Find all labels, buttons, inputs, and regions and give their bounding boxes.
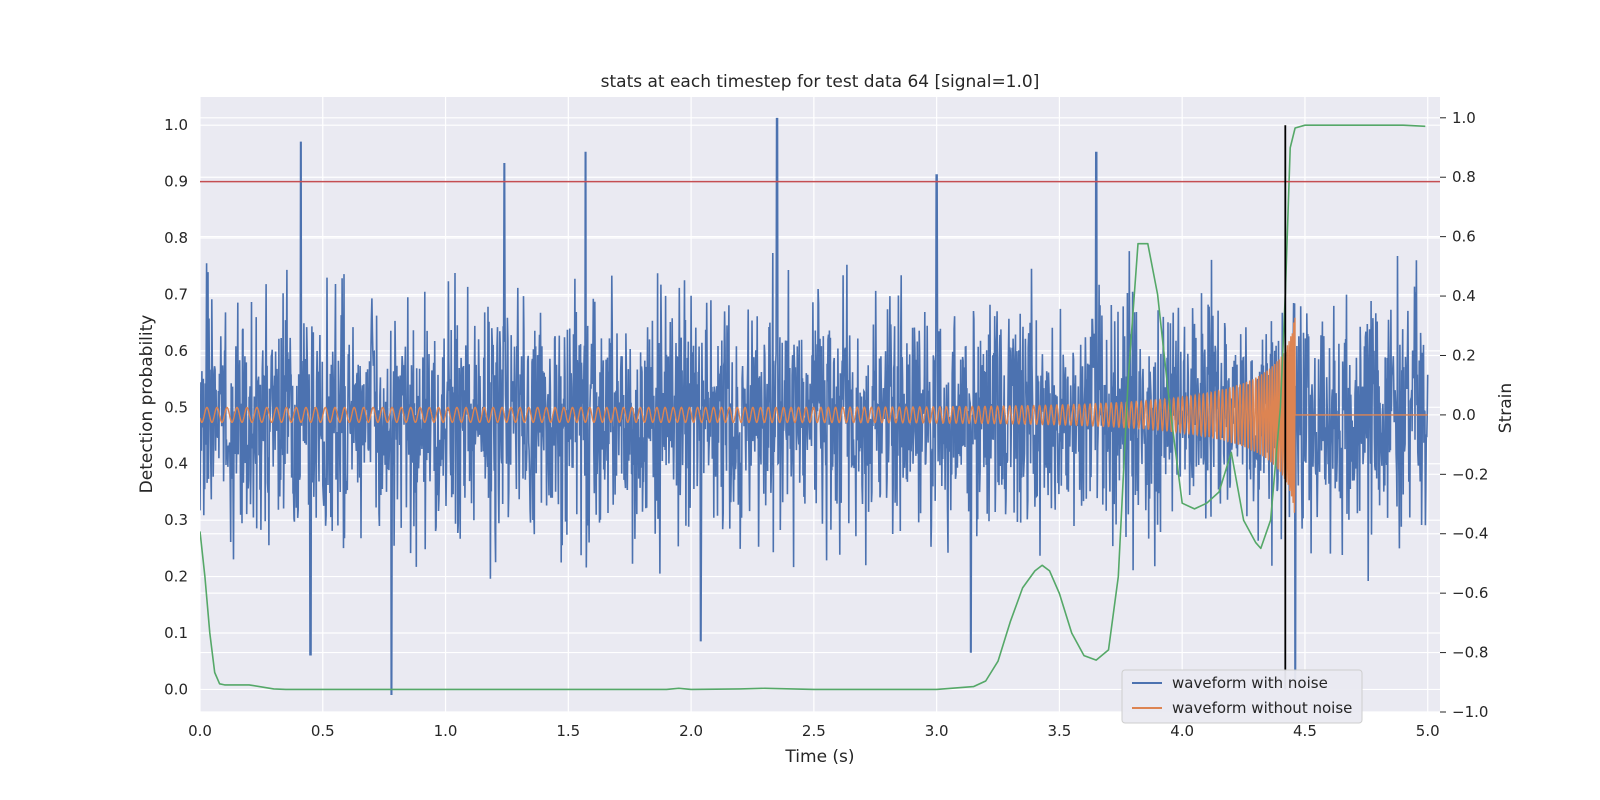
y-tick-label: 0.2: [164, 568, 188, 586]
y-tick-label: 0.0: [164, 680, 188, 698]
y2-axis-label: Strain: [1496, 383, 1516, 433]
y-tick-label: 0.5: [164, 398, 188, 416]
y-tick-label: 0.8: [164, 229, 188, 247]
y-tick-label: 0.4: [164, 455, 188, 473]
x-tick-label: 1.0: [434, 722, 458, 740]
y2-tick-label: −1.0: [1452, 703, 1488, 721]
x-tick-label: 4.0: [1170, 722, 1194, 740]
legend: waveform with noise waveform without noi…: [1121, 669, 1363, 724]
legend-box: [1121, 669, 1363, 724]
y2-tick-label: −0.6: [1452, 584, 1488, 602]
series-layer: [200, 117, 1440, 695]
y-tick-label: 0.6: [164, 342, 188, 360]
x-tick-label: 2.0: [679, 722, 703, 740]
y-tick-label: 0.7: [164, 285, 188, 303]
ticks: 0.0 0.5 1.0 1.5 2.0 2.5 3.0 3.5 4.0 4.5 5.0 0.0 0.1 0…: [164, 109, 1488, 740]
y2-tick-label: 0.8: [1452, 168, 1476, 186]
y2-tick-label: 0.4: [1452, 287, 1476, 305]
x-tick-label: 3.5: [1047, 722, 1071, 740]
x-tick-label: 5.0: [1416, 722, 1440, 740]
y-tick-label: 0.9: [164, 173, 188, 191]
legend-label-noisy: waveform with noise: [1172, 674, 1328, 692]
y-tick-label: 0.1: [164, 624, 188, 642]
y2-tick-label: 0.2: [1452, 346, 1476, 364]
x-tick-label: 3.0: [925, 722, 949, 740]
legend-label-clean: waveform without noise: [1172, 699, 1352, 717]
y2-tick-label: −0.8: [1452, 644, 1488, 662]
y2-tick-label: 0.0: [1452, 406, 1476, 424]
x-tick-label: 1.5: [556, 722, 580, 740]
y-tick-label: 1.0: [164, 116, 188, 134]
y2-tick-label: 0.6: [1452, 228, 1476, 246]
x-tick-label: 2.5: [802, 722, 826, 740]
x-tick-label: 4.5: [1293, 722, 1317, 740]
y-axis-label: Detection probability: [137, 315, 157, 494]
chart-title: stats at each timestep for test data 64 …: [601, 72, 1040, 92]
x-tick-label: 0.0: [188, 722, 212, 740]
y2-tick-label: −0.4: [1452, 525, 1488, 543]
series-waveform-without-noise: [200, 317, 1428, 513]
y-tick-label: 0.3: [164, 511, 188, 529]
series-detection-probability: [200, 124, 1426, 691]
y2-tick-label: 1.0: [1452, 109, 1476, 127]
y2-tick-label: −0.2: [1452, 465, 1488, 483]
x-tick-label: 0.5: [311, 722, 335, 740]
x-axis-label: Time (s): [784, 747, 854, 767]
